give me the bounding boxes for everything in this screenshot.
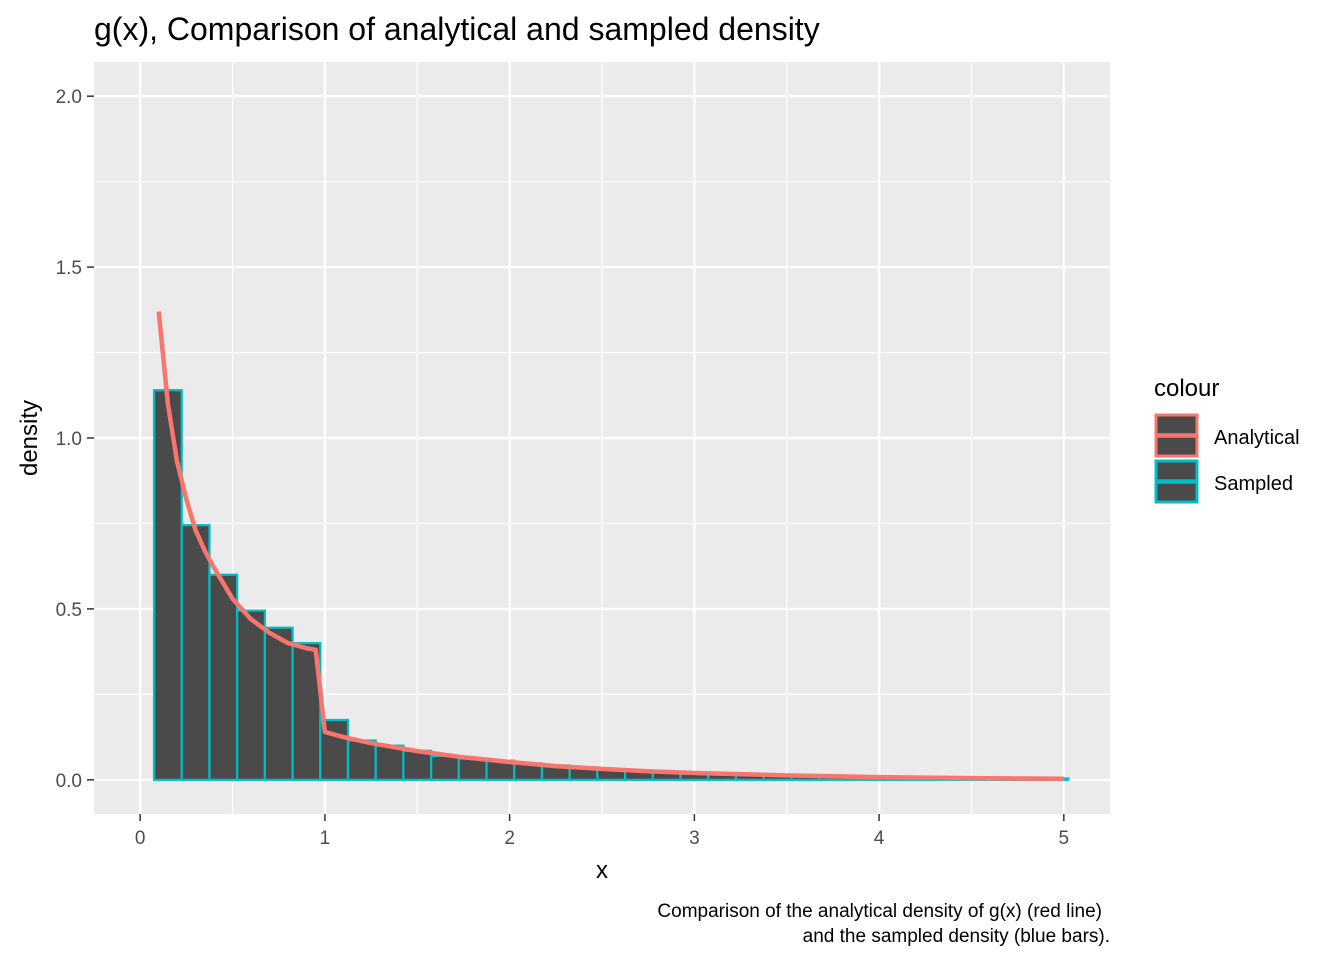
- histogram-bar: [402, 749, 433, 781]
- caption-line-1: Comparison of the analytical density of …: [657, 901, 1102, 922]
- legend-title: colour: [1154, 375, 1219, 402]
- analytical-density-line: [156, 311, 1064, 782]
- histogram-bar: [263, 626, 294, 781]
- histogram-bar: [152, 389, 183, 781]
- histogram-bar: [208, 573, 239, 781]
- legend-label-sampled: Sampled: [1214, 473, 1293, 495]
- x-axis-ticks: 0 1 2 3 4 5: [135, 814, 1069, 849]
- x-tick-label: 1: [320, 828, 331, 849]
- x-axis-title: x: [596, 857, 608, 884]
- histogram-bar: [430, 754, 460, 781]
- x-tick-label: 4: [874, 828, 885, 849]
- caption-line-2: and the sampled density (blue bars).: [803, 926, 1110, 947]
- histogram-bar: [236, 609, 266, 781]
- x-tick-label: 0: [135, 828, 146, 849]
- histogram-bar: [346, 739, 377, 781]
- y-tick-label: 1.5: [56, 258, 82, 279]
- legend: colour Analytical Sampled: [1154, 375, 1300, 504]
- legend-key-analytical: [1154, 413, 1199, 458]
- y-axis-ticks: 0.0 0.5 1.0 1.5 2.0: [56, 87, 94, 792]
- chart-title: g(x), Comparison of analytical and sampl…: [94, 11, 820, 47]
- histogram-bar: [374, 744, 405, 781]
- legend-label-analytical: Analytical: [1214, 427, 1300, 449]
- y-tick-label: 0.5: [56, 600, 82, 621]
- histogram-bar: [457, 757, 488, 781]
- y-tick-label: 0.0: [56, 771, 82, 792]
- x-tick-label: 3: [689, 828, 700, 849]
- y-tick-label: 2.0: [56, 87, 82, 108]
- x-tick-label: 2: [504, 828, 515, 849]
- y-axis-title: density: [16, 400, 43, 476]
- histogram-bar: [180, 524, 211, 781]
- y-tick-label: 1.0: [56, 429, 82, 450]
- x-tick-label: 5: [1059, 828, 1070, 849]
- legend-key-sampled: [1154, 459, 1199, 504]
